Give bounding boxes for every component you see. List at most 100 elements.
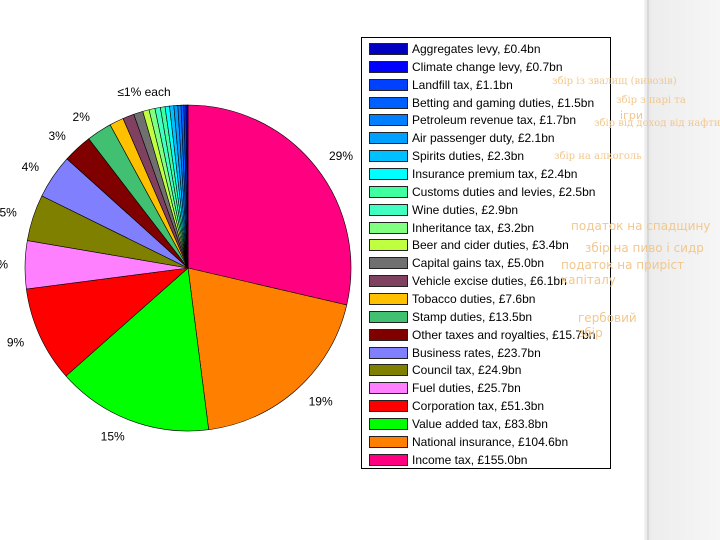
legend-item-petroleum-revenue-tax: Petroleum revenue tax, £1.7bn <box>369 111 576 129</box>
small-slices-label: ≤1% each <box>117 85 170 99</box>
legend-label: Value added tax, £83.8bn <box>412 416 548 431</box>
legend-label: Inheritance tax, £3.2bn <box>412 220 535 235</box>
percent-label-value-added-tax: 15% <box>101 430 125 444</box>
annotation-inheritance-translation: податок на спадщину <box>571 219 711 233</box>
legend-item-value-added-tax: Value added tax, £83.8bn <box>369 415 548 433</box>
legend-swatch <box>369 132 408 145</box>
legend-label: Business rates, £23.7bn <box>412 345 541 360</box>
legend-item-aggregates-levy: Aggregates levy, £0.4bn <box>369 40 541 58</box>
legend-label: Landfill tax, £1.1bn <box>412 77 513 92</box>
legend-swatch <box>369 185 408 198</box>
pie-slice-income-tax <box>187 104 352 306</box>
percent-label-income-tax: 29% <box>329 149 353 163</box>
legend-label: Spirits duties, £2.3bn <box>412 149 525 164</box>
annotation-beer-translation: збір на пиво і сидр <box>585 241 704 255</box>
legend-item-air-passenger-duty: Air passenger duty, £2.1bn <box>369 129 555 147</box>
annotation-petroleum-translation: збір від доход від нафти <box>594 118 720 129</box>
annotation-spirits-translation: збір на алкоголь <box>554 151 642 162</box>
percent-label-corporation-tax: 9% <box>7 336 25 350</box>
legend-label: Aggregates levy, £0.4bn <box>412 42 541 56</box>
legend-swatch <box>369 239 408 252</box>
legend-swatch <box>369 78 408 91</box>
annotation-stamp-translation: гербовий <box>578 311 637 325</box>
legend-swatch <box>369 400 408 412</box>
slide-side-rail <box>644 0 720 540</box>
legend-label: Insurance premium tax, £2.4bn <box>412 167 578 181</box>
legend-item-stamp-duties: Stamp duties, £13.5bn <box>369 308 532 326</box>
legend-swatch <box>369 114 408 127</box>
legend-label: Vehicle excise duties, £6.1bn <box>412 274 567 289</box>
legend-item-landfill-tax: Landfill tax, £1.1bn <box>369 76 513 94</box>
legend-item-wine-duties: Wine duties, £2.9bn <box>369 201 518 219</box>
percent-label-national-insurance: 19% <box>309 395 333 409</box>
legend-swatch <box>369 43 408 55</box>
legend-label: Air passenger duty, £2.1bn <box>412 131 555 146</box>
legend-swatch <box>369 346 408 359</box>
percent-label-council-tax: 5% <box>0 205 17 219</box>
legend-item-climate-change-levy: Climate change levy, £0.7bn <box>369 58 563 76</box>
legend-swatch <box>369 221 408 234</box>
legend-label: Council tax, £24.9bn <box>412 363 522 378</box>
legend-swatch <box>369 168 408 180</box>
legend-item-fuel-duties: Fuel duties, £25.7bn <box>369 379 521 397</box>
legend-swatch <box>369 310 408 323</box>
annotation-stamp-translation-2: збір <box>578 326 603 340</box>
legend-swatch <box>369 292 408 305</box>
percent-label-other-taxes-and-royalties: 3% <box>48 129 66 143</box>
legend-label: Beer and cider duties, £3.4bn <box>412 238 569 253</box>
legend-swatch <box>369 364 408 377</box>
legend-swatch <box>369 417 408 430</box>
legend-item-spirits-duties: Spirits duties, £2.3bn <box>369 147 524 165</box>
legend-label: Fuel duties, £25.7bn <box>412 381 521 396</box>
legend-label: Petroleum revenue tax, £1.7bn <box>412 113 577 128</box>
legend-label: Climate change levy, £0.7bn <box>412 59 563 74</box>
legend-swatch <box>369 203 408 216</box>
annotation-landfill-translation: збір із звалищ (вивозів) <box>552 76 677 87</box>
legend-label: Income tax, £155.0bn <box>412 452 528 467</box>
legend-label: Wine duties, £2.9bn <box>412 202 519 217</box>
legend-label: Betting and gaming duties, £1.5bn <box>412 95 595 110</box>
chart-legend: Aggregates levy, £0.4bn Climate change le… <box>361 37 611 469</box>
legend-label: Stamp duties, £13.5bn <box>412 309 533 324</box>
legend-label: Tobacco duties, £7.6bn <box>412 291 536 306</box>
percent-label-stamp-duties: 2% <box>73 110 91 124</box>
pie-slice-corporation-tax <box>26 267 189 377</box>
legend-label: Customs duties and levies, £2.5bn <box>412 184 596 199</box>
legend-item-insurance-premium-tax: Insurance premium tax, £2.4bn <box>369 165 577 183</box>
legend-item-beer-and-cider-duties: Beer and cider duties, £3.4bn <box>369 236 569 254</box>
legend-item-national-insurance: National insurance, £104.6bn <box>369 433 568 451</box>
legend-swatch <box>369 60 408 73</box>
legend-item-corporation-tax: Corporation tax, £51.3bn <box>369 397 544 415</box>
legend-item-tobacco-duties: Tobacco duties, £7.6bn <box>369 290 535 308</box>
legend-swatch <box>369 96 408 109</box>
legend-swatch <box>369 257 408 270</box>
legend-item-other-taxes-and-royalties: Other taxes and royalties, £15.7bn <box>369 326 595 344</box>
percent-label-business-rates: 4% <box>22 160 40 174</box>
legend-item-capital-gains-tax: Capital gains tax, £5.0bn <box>369 254 544 272</box>
legend-item-customs-duties-and-levies: Customs duties and levies, £2.5bn <box>369 183 595 201</box>
pie-slice-national-insurance <box>187 267 348 431</box>
legend-item-council-tax: Council tax, £24.9bn <box>369 361 521 379</box>
legend-label: National insurance, £104.6bn <box>412 434 569 449</box>
annotation-betting-translation: збір з парі та <box>616 95 686 106</box>
legend-swatch <box>369 435 408 448</box>
legend-item-inheritance-tax: Inheritance tax, £3.2bn <box>369 219 534 237</box>
legend-label: Corporation tax, £51.3bn <box>412 399 545 413</box>
pie-slice-value-added-tax <box>65 267 210 432</box>
legend-item-betting-and-gaming-duties: Betting and gaming duties, £1.5bn <box>369 94 594 112</box>
legend-item-income-tax: Income tax, £155.0bn <box>369 451 527 469</box>
legend-swatch <box>369 382 408 395</box>
pie-slice-aggregates-levy <box>186 104 189 269</box>
legend-swatch <box>369 328 408 341</box>
legend-label: Other taxes and royalties, £15.7bn <box>412 327 596 342</box>
annotation-capital-gains-translation-2: капіталу <box>561 273 616 287</box>
legend-item-vehicle-excise-duties: Vehicle excise duties, £6.1bn <box>369 272 567 290</box>
legend-item-business-rates: Business rates, £23.7bn <box>369 344 541 362</box>
legend-swatch <box>369 275 408 288</box>
annotation-capital-gains-translation: податок на приріст <box>561 258 685 272</box>
annotation-betting-translation-2: ігри <box>620 109 643 122</box>
legend-swatch <box>369 150 408 163</box>
legend-swatch <box>369 453 408 466</box>
percent-label-fuel-duties: 5% <box>0 257 8 271</box>
